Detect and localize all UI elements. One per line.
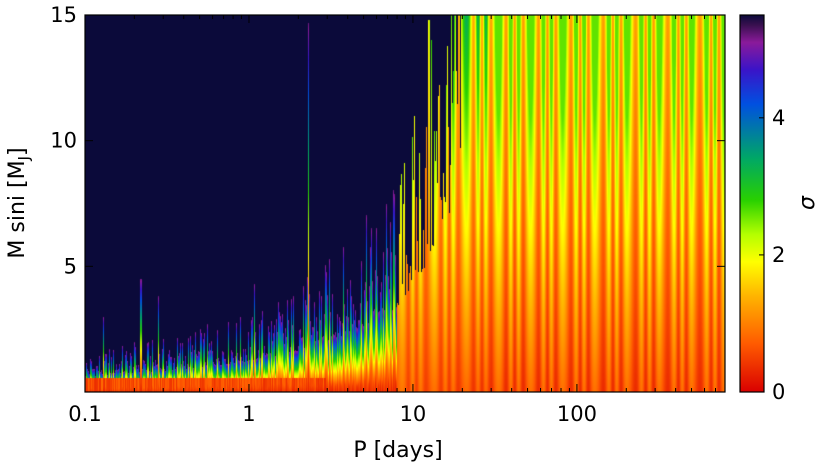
colorbar-fill (739, 14, 765, 393)
x-tick-label: 0.1 (68, 402, 101, 426)
x-axis-title: P [days] (353, 438, 442, 463)
y-axis: 5 10 15 (50, 3, 725, 278)
colorbar-tick-label: 0 (772, 380, 785, 404)
colorbar-tick-label: 2 (772, 243, 785, 267)
x-axis: 0.1 1 10 100 (68, 15, 726, 426)
x-tick-label: 1 (242, 402, 255, 426)
y-axis-title: M sini [MJ] (5, 147, 33, 258)
y-axis-title-close: ] (5, 147, 30, 156)
x-tick-label: 100 (557, 402, 597, 426)
colorbar: 0 2 4 σ (739, 14, 820, 404)
colorbar-ticks: 0 2 4 (759, 106, 785, 404)
x-tick-label: 10 (400, 402, 427, 426)
heatmap-image (85, 15, 725, 392)
y-axis-title-main: M sini [M (5, 160, 30, 258)
colorbar-tick-label: 4 (772, 106, 785, 130)
colorbar-title: σ (795, 195, 820, 210)
plot-area (84, 14, 726, 393)
y-tick-label: 5 (64, 254, 77, 278)
y-tick-label: 15 (50, 3, 77, 27)
y-tick-label: 10 (50, 129, 77, 153)
y-axis-title-subscript: J (15, 156, 33, 161)
